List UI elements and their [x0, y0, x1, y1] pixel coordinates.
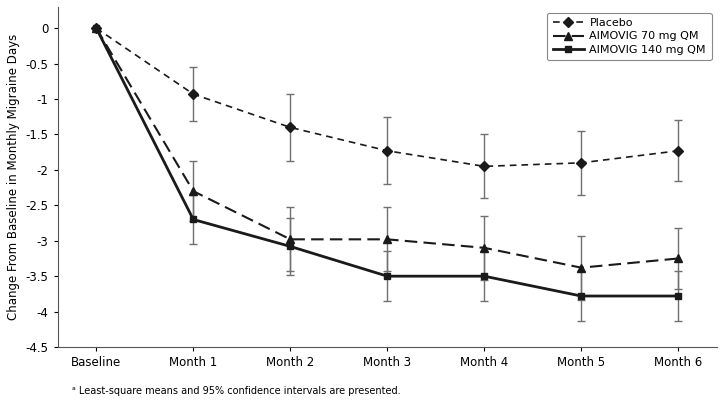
AIMOVIG 70 mg QM [577, 265, 586, 270]
AIMOVIG 70 mg QM [286, 237, 295, 242]
AIMOVIG 140 mg QM [674, 294, 683, 298]
AIMOVIG 140 mg QM [480, 274, 489, 278]
Placebo [286, 125, 295, 130]
AIMOVIG 140 mg QM [577, 294, 586, 298]
AIMOVIG 70 mg QM [189, 189, 198, 194]
Line: AIMOVIG 70 mg QM: AIMOVIG 70 mg QM [92, 24, 683, 272]
AIMOVIG 140 mg QM [189, 217, 198, 222]
Placebo [92, 26, 101, 30]
Placebo [674, 148, 683, 153]
Line: Placebo: Placebo [93, 25, 682, 170]
AIMOVIG 70 mg QM [92, 26, 101, 30]
Y-axis label: Change From Baseline in Monthly Migraine Days: Change From Baseline in Monthly Migraine… [7, 34, 20, 320]
AIMOVIG 70 mg QM [674, 256, 683, 261]
Placebo [480, 164, 489, 169]
Placebo [577, 160, 586, 165]
Text: ᵃ Least-square means and 95% confidence intervals are presented.: ᵃ Least-square means and 95% confidence … [72, 386, 401, 396]
Line: AIMOVIG 140 mg QM: AIMOVIG 140 mg QM [93, 25, 682, 300]
Placebo [189, 92, 198, 96]
AIMOVIG 140 mg QM [383, 274, 392, 278]
AIMOVIG 140 mg QM [92, 26, 101, 30]
Legend: Placebo, AIMOVIG 70 mg QM, AIMOVIG 140 mg QM: Placebo, AIMOVIG 70 mg QM, AIMOVIG 140 m… [547, 12, 712, 60]
Placebo [383, 148, 392, 153]
AIMOVIG 70 mg QM [480, 246, 489, 250]
AIMOVIG 70 mg QM [383, 237, 392, 242]
AIMOVIG 140 mg QM [286, 244, 295, 249]
